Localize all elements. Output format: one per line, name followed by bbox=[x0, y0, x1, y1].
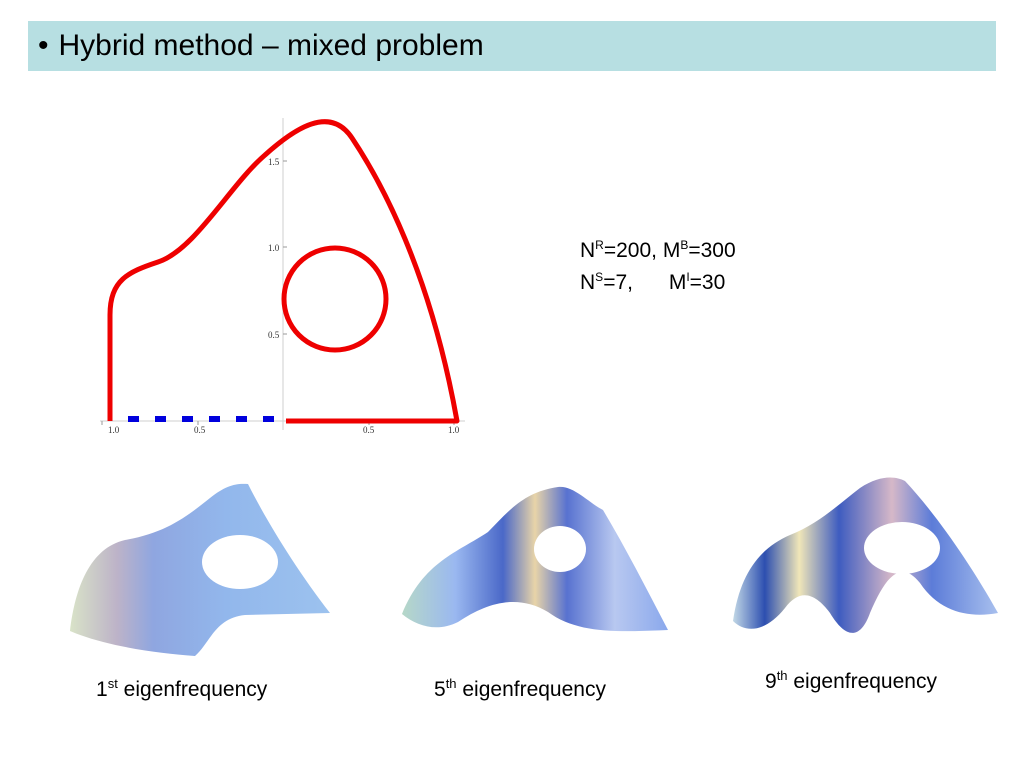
caption-5th-eigenfrequency: 5th eigenfrequency bbox=[434, 676, 606, 702]
param-sup: S bbox=[595, 270, 604, 284]
caption-number: 9 bbox=[765, 670, 777, 693]
surface-shape bbox=[402, 486, 668, 632]
eigenmode-surface-2 bbox=[402, 486, 668, 632]
param-sym: M bbox=[668, 271, 687, 294]
caption-number: 1 bbox=[96, 678, 108, 701]
param-sup: B bbox=[680, 238, 689, 252]
param-sym: N bbox=[580, 239, 596, 262]
outer-boundary-curve bbox=[107, 119, 460, 424]
x-tick-label: 1.0 bbox=[448, 425, 460, 435]
param-val: =30 bbox=[689, 271, 726, 294]
y-tick-label: 0.5 bbox=[268, 330, 280, 340]
caption-text: eigenfrequency bbox=[117, 678, 268, 701]
param-sym: N bbox=[580, 271, 596, 294]
surface-hole bbox=[534, 526, 586, 572]
eigenmode-surface-3 bbox=[733, 477, 998, 633]
x-tick-label: 1.0 bbox=[108, 425, 120, 435]
param-val: =7, bbox=[603, 271, 633, 294]
param-sup: R bbox=[595, 238, 604, 252]
surface-hole bbox=[864, 522, 940, 574]
caption-9th-eigenfrequency: 9th eigenfrequency bbox=[765, 668, 937, 694]
caption-1st-eigenfrequency: 1st eigenfrequency bbox=[96, 676, 267, 702]
x-tick-label: 0.5 bbox=[194, 425, 206, 435]
parameter-block: NR=200, MB=300 NS=7, MI=30 bbox=[580, 232, 736, 296]
param-val: =300 bbox=[688, 239, 736, 262]
x-tick-label: 0.5 bbox=[363, 425, 375, 435]
inner-hole-boundary bbox=[281, 245, 389, 353]
surface-hole bbox=[202, 535, 278, 589]
title-text: Hybrid method – mixed problem bbox=[58, 29, 484, 62]
caption-ordinal: st bbox=[107, 676, 118, 691]
parameter-line-2: NS=7, MI=30 bbox=[580, 264, 736, 296]
caption-text: eigenfrequency bbox=[456, 678, 606, 701]
caption-ordinal: th bbox=[776, 668, 788, 683]
parameter-line-1: NR=200, MB=300 bbox=[580, 232, 736, 264]
caption-number: 5 bbox=[434, 678, 446, 701]
y-tick-label: 1.5 bbox=[268, 157, 280, 167]
param-val: =200, bbox=[603, 239, 657, 262]
caption-text: eigenfrequency bbox=[787, 670, 937, 693]
param-sup: I bbox=[686, 270, 690, 284]
domain-plot: 0.5 1.0 1.5 1.0 0.5 0.5 1.0 bbox=[100, 118, 465, 435]
surface-shape bbox=[70, 483, 330, 656]
caption-ordinal: th bbox=[445, 676, 457, 691]
slide-title: • Hybrid method – mixed problem bbox=[28, 21, 996, 71]
y-tick-label: 1.0 bbox=[268, 243, 280, 253]
title-bullet: • bbox=[38, 29, 49, 62]
eigenmode-surface-1 bbox=[70, 483, 330, 656]
param-sym: M bbox=[662, 239, 681, 262]
